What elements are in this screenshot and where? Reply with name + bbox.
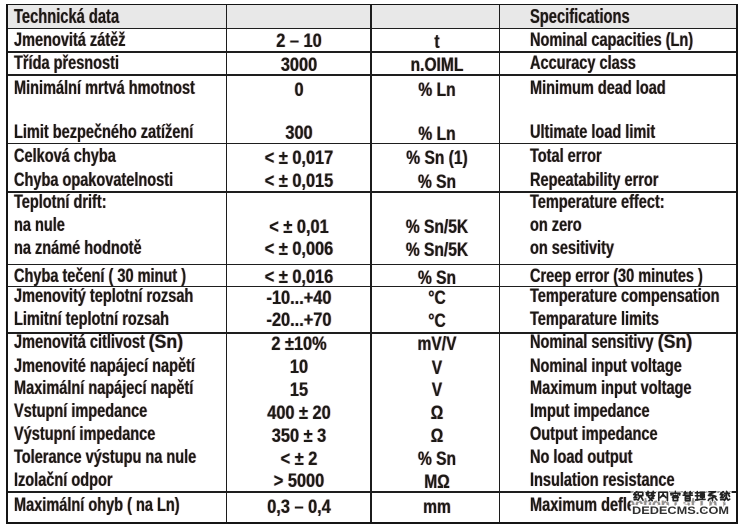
svg-text:DEDECMS.COM: DEDECMS.COM	[632, 505, 729, 517]
